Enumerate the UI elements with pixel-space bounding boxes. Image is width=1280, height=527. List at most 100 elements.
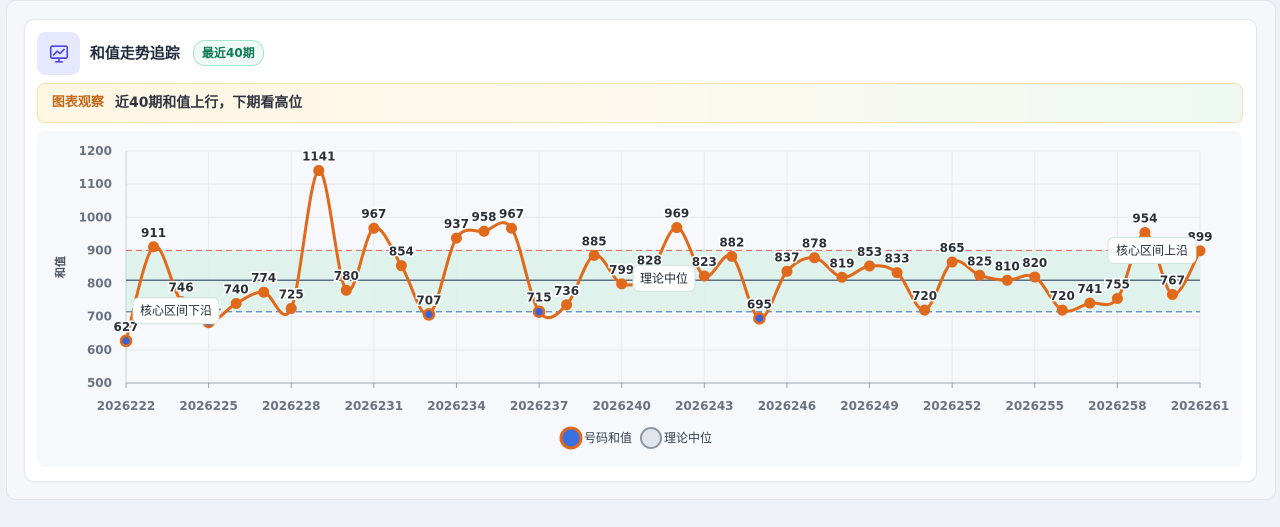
x-tick-label: 2026258 (1088, 399, 1146, 413)
data-point (1166, 289, 1178, 301)
data-label: 810 (995, 259, 1020, 273)
data-label: 911 (141, 226, 166, 240)
data-label: 878 (802, 237, 827, 251)
data-point (891, 267, 903, 279)
data-point (532, 305, 546, 318)
legend-series-label: 号码和值 (584, 430, 632, 445)
data-label: 882 (719, 235, 744, 249)
data-point (1111, 292, 1123, 304)
median-reference-tag-box (632, 264, 696, 292)
data-label: 746 (169, 280, 194, 294)
insight-text: 近40期和值上行，下期看高位 (115, 95, 303, 111)
data-point (450, 232, 462, 244)
y-tick-label: 1000 (79, 210, 112, 224)
data-label: 853 (857, 245, 882, 259)
y-tick-label: 700 (87, 310, 112, 324)
data-point (974, 269, 986, 281)
data-point (588, 249, 600, 261)
data-point (148, 241, 160, 253)
data-label: 799 (609, 263, 634, 277)
data-label: 954 (1132, 212, 1157, 226)
data-label: 937 (444, 217, 469, 231)
lower-reference-tag: 核心区间下沿 (140, 304, 212, 318)
data-label: 833 (885, 252, 910, 266)
lower-reference-tag-box (132, 297, 220, 325)
data-point (478, 225, 490, 237)
data-label: 967 (361, 207, 386, 221)
data-label: 1141 (302, 150, 335, 164)
data-point (258, 286, 270, 298)
data-label: 780 (334, 269, 359, 283)
data-label: 958 (471, 210, 496, 224)
data-label: 837 (774, 250, 799, 264)
data-label: 828 (637, 253, 662, 267)
data-point (864, 260, 876, 272)
period-badge: 最近40期 (193, 40, 264, 66)
x-tick-label: 2026261 (1171, 399, 1229, 413)
data-point (698, 270, 710, 282)
data-label: 823 (692, 255, 717, 269)
data-label: 820 (1022, 256, 1047, 270)
data-point (119, 334, 133, 348)
data-label: 825 (967, 254, 992, 268)
data-point (368, 222, 380, 234)
x-tick-label: 2026234 (427, 399, 485, 413)
data-point (340, 284, 352, 296)
data-point (285, 302, 297, 314)
data-label: 720 (1050, 289, 1075, 303)
data-point (561, 299, 573, 311)
data-point (671, 222, 683, 234)
data-label: 865 (940, 241, 965, 255)
data-point (753, 312, 766, 325)
data-label: 695 (747, 297, 772, 311)
data-label: 707 (416, 293, 441, 307)
x-tick-label: 2026237 (510, 399, 568, 413)
data-label: 736 (554, 284, 579, 298)
y-tick-label: 500 (87, 376, 112, 390)
data-point (1056, 304, 1068, 316)
x-tick-label: 2026240 (592, 399, 650, 413)
x-tick-label: 2026243 (675, 399, 733, 413)
x-tick-label: 2026249 (840, 399, 898, 413)
legend-series-swatch (559, 426, 583, 450)
data-label: 740 (224, 282, 249, 296)
legend-median-swatch (640, 427, 662, 449)
data-label: 755 (1105, 277, 1130, 291)
x-tick-label: 2026255 (1006, 399, 1064, 413)
y-tick-label: 900 (87, 243, 112, 257)
data-point (230, 297, 242, 309)
data-label: 741 (1077, 282, 1102, 296)
data-point (616, 278, 628, 290)
data-label: 725 (279, 287, 304, 301)
data-point (781, 265, 793, 277)
legend-median-label: 理论中位 (664, 430, 712, 445)
data-point (313, 165, 325, 177)
y-tick-label: 1100 (79, 177, 112, 191)
data-label: 969 (664, 207, 689, 221)
data-point (1139, 227, 1151, 239)
data-label: 967 (499, 207, 524, 221)
data-label: 885 (582, 234, 607, 248)
data-point (808, 252, 820, 264)
data-label: 774 (251, 271, 276, 285)
card-title: 和值走势追踪 (90, 44, 181, 62)
x-tick-label: 2026222 (97, 399, 155, 413)
data-point (919, 304, 931, 316)
data-point (726, 250, 738, 262)
data-label: 767 (1160, 274, 1185, 288)
x-tick-label: 2026252 (923, 399, 981, 413)
y-axis-title: 和值 (53, 256, 67, 278)
x-tick-label: 2026225 (179, 399, 237, 413)
data-label: 854 (389, 245, 414, 259)
data-label: 720 (912, 289, 937, 303)
median-reference-tag: 理论中位 (640, 270, 688, 285)
data-label: 715 (527, 291, 552, 305)
data-point (1029, 271, 1041, 283)
insight-banner: 图表观察 近40期和值上行，下期看高位 (37, 83, 1243, 123)
data-point (395, 260, 407, 272)
data-label: 627 (113, 320, 138, 334)
y-tick-label: 600 (87, 343, 112, 357)
insight-label: 图表观察 (52, 95, 105, 110)
x-tick-label: 2026246 (758, 399, 816, 413)
